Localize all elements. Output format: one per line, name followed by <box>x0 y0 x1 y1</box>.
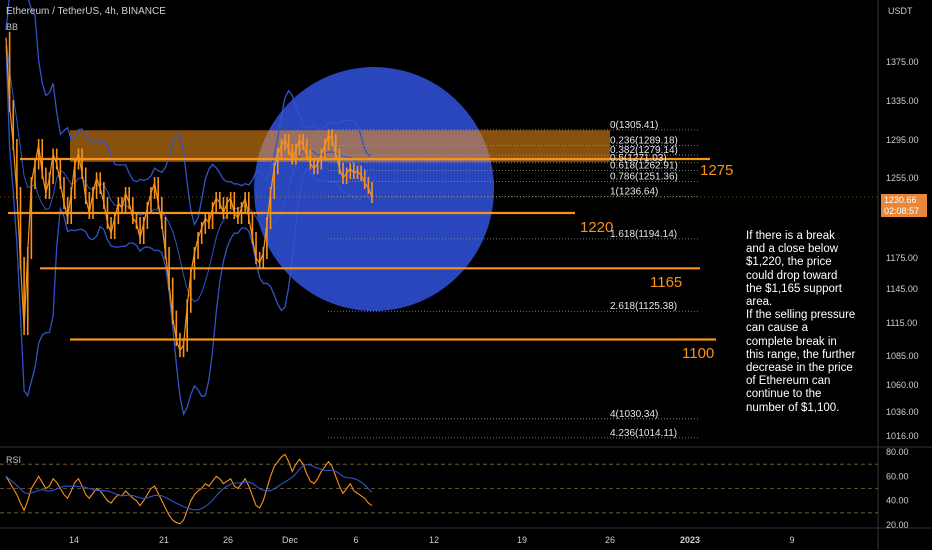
currency-unit: USDT <box>888 6 913 16</box>
fib-label: 2.618(1125.38) <box>610 301 677 312</box>
rsi-tick-label: 80.00 <box>886 447 909 457</box>
symbol-title: Ethereum / TetherUS, 4h, BINANCE <box>6 6 166 17</box>
fib-label: 4(1030.34) <box>610 409 658 420</box>
fib-label: 1.618(1194.14) <box>610 229 677 240</box>
time-tick-label: 6 <box>353 535 358 545</box>
level-label-1220: 1220 <box>580 219 613 236</box>
time-tick-label: 14 <box>69 535 79 545</box>
fib-label: 1(1236.64) <box>610 186 658 197</box>
rsi-line <box>5 453 373 525</box>
fib-label: 0.382(1279.14) <box>610 145 678 156</box>
price-tick-label: 1060.00 <box>886 380 919 390</box>
price-tick-label: 1175.00 <box>886 253 918 263</box>
time-tick-label: 12 <box>429 535 439 545</box>
analysis-note: If there is a break and a close below $1… <box>746 230 856 414</box>
bb-upper <box>5 0 373 227</box>
indicator-label-rsi[interactable]: RSI <box>6 455 22 465</box>
price-tick-label: 1016.00 <box>886 431 919 441</box>
price-tick-label: 1115.00 <box>886 318 917 328</box>
bb-lower <box>5 45 373 416</box>
time-tick-label: 9 <box>789 535 794 545</box>
price-tick-label: 1085.00 <box>886 351 919 361</box>
highlight-circle <box>254 67 494 311</box>
level-label-1100: 1100 <box>682 345 714 362</box>
price-tick-label: 1335.00 <box>886 96 919 106</box>
fib-label: 4.236(1014.11) <box>610 428 677 439</box>
rsi-tick-label: 40.00 <box>886 496 909 506</box>
fib-label: 0.618(1262.91) <box>610 160 678 171</box>
price-tick-label: 1375.00 <box>886 57 919 67</box>
time-tick-label: 26 <box>223 535 233 545</box>
fib-label: 0(1305.41) <box>610 120 658 131</box>
last-price: 1230.66 <box>884 195 917 205</box>
price-line <box>5 37 373 352</box>
price-tick-label: 1295.00 <box>886 135 919 145</box>
price-tick-label: 1036.00 <box>886 407 919 417</box>
rsi-ma-line <box>5 464 373 511</box>
fib-label: 0.786(1251.36) <box>610 172 678 183</box>
time-tick-label: 19 <box>517 535 527 545</box>
time-tick-label: 21 <box>159 535 169 545</box>
indicator-label-bb[interactable]: BB <box>6 22 19 32</box>
bar-countdown: 02:08:57 <box>884 206 920 216</box>
rsi-tick-label: 20.00 <box>886 520 909 530</box>
last-price-tag: 1230.66 02:08:57 <box>881 194 927 217</box>
time-tick-label: Dec <box>282 535 299 545</box>
level-label-1165: 1165 <box>650 274 682 291</box>
time-tick-label: 2023 <box>680 535 700 545</box>
fib-label: 0.5(1271.03) <box>610 153 667 164</box>
time-tick-label: 26 <box>605 535 615 545</box>
level-label-1275: 1275 <box>700 162 733 179</box>
price-tick-label: 1145.00 <box>886 284 918 294</box>
rsi-tick-label: 60.00 <box>886 471 909 481</box>
price-tick-label: 1255.00 <box>886 173 919 183</box>
fib-label: 0.236(1289.18) <box>610 136 678 147</box>
